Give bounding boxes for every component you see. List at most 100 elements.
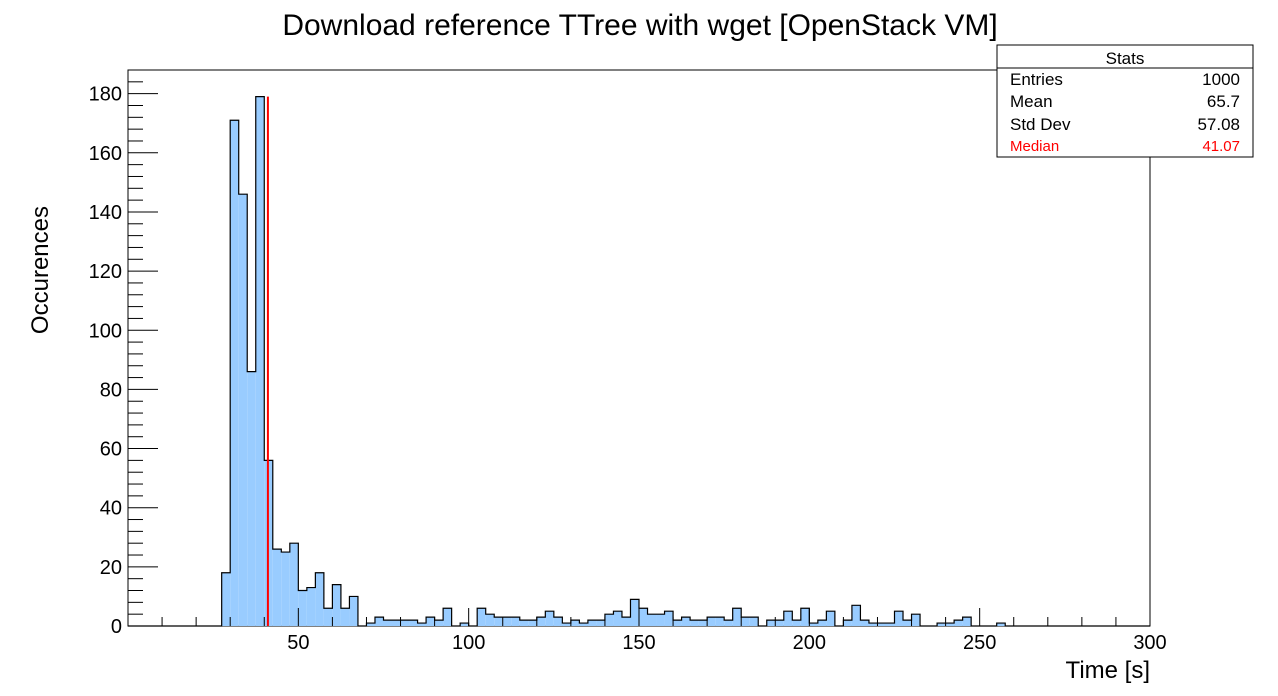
histogram-bar xyxy=(800,608,810,626)
histogram-bar xyxy=(400,620,410,626)
chart-title: Download reference TTree with wget [Open… xyxy=(282,9,997,42)
histogram-bar xyxy=(247,371,256,626)
histogram-bar xyxy=(817,620,827,626)
histogram-bar xyxy=(383,620,393,626)
histogram-bar xyxy=(315,572,324,626)
histogram-bar xyxy=(349,596,358,626)
histogram-bar xyxy=(323,608,333,626)
y-tick-label: 0 xyxy=(111,616,122,638)
x-tick-label: 150 xyxy=(622,632,655,654)
y-axis-title: Occurences xyxy=(27,206,54,334)
histogram-bar xyxy=(681,617,691,626)
histogram-bar xyxy=(843,620,852,626)
stats-entries-label: Entries xyxy=(1010,70,1063,89)
y-tick-label: 120 xyxy=(89,261,122,283)
histogram-bar xyxy=(443,608,452,626)
histogram-bar xyxy=(255,96,265,627)
histogram-bar xyxy=(937,623,946,626)
histogram-bar xyxy=(545,611,554,626)
histogram-bar xyxy=(724,620,733,626)
histogram-bar xyxy=(272,549,282,626)
histogram-bar xyxy=(656,614,665,626)
histogram-bar xyxy=(528,620,537,626)
stats-mean-value: 65.7 xyxy=(1207,92,1240,111)
histogram-bar xyxy=(894,611,904,626)
histogram-bar xyxy=(903,620,912,626)
x-tick-label: 200 xyxy=(793,632,826,654)
stats-box: Stats Entries 1000 Mean 65.7 Std Dev 57.… xyxy=(996,44,1254,158)
stats-mean-label: Mean xyxy=(1010,92,1053,111)
histogram-bar xyxy=(553,617,563,626)
histogram-bar xyxy=(715,617,725,626)
histogram-bar xyxy=(230,120,239,626)
histogram-bar xyxy=(587,620,597,626)
stats-box-frame xyxy=(996,44,1254,158)
histogram-bar xyxy=(639,608,648,626)
histogram-bar xyxy=(604,614,614,626)
histogram-bar xyxy=(954,620,963,626)
histogram-bar xyxy=(494,617,503,626)
histogram-bar xyxy=(630,599,639,626)
x-tick-label: 300 xyxy=(1133,632,1166,654)
histogram-bar xyxy=(392,620,401,626)
histogram-bar xyxy=(485,614,495,626)
histogram-bar xyxy=(374,617,384,626)
stats-stddev-value: 57.08 xyxy=(1197,115,1240,134)
histogram-bar xyxy=(409,620,418,626)
histogram-bar xyxy=(809,623,818,626)
stats-median-value: 41.07 xyxy=(1202,138,1240,155)
histogram-bar xyxy=(664,611,674,626)
y-tick-label: 140 xyxy=(89,202,122,224)
histogram-bar xyxy=(945,623,955,626)
stats-median-label: Median xyxy=(1010,138,1059,155)
y-tick-label: 100 xyxy=(89,320,122,342)
histogram-bar xyxy=(519,620,529,626)
histogram-bar xyxy=(868,623,878,626)
x-tick-label: 50 xyxy=(287,632,309,654)
y-tick-label: 160 xyxy=(89,143,122,165)
histogram-bar xyxy=(749,617,759,626)
histogram-bar xyxy=(792,620,801,626)
histogram-bar xyxy=(673,620,682,626)
histogram-bar xyxy=(579,623,588,626)
histogram-bar xyxy=(775,620,784,626)
y-tick-label: 60 xyxy=(100,439,122,461)
histogram-bar xyxy=(340,608,350,626)
histogram-bar xyxy=(502,617,512,626)
histogram-bar xyxy=(766,620,776,626)
histogram-bar xyxy=(281,552,290,626)
histogram-bar xyxy=(289,543,299,626)
histogram-bar xyxy=(783,611,793,626)
stats-header: Stats xyxy=(1106,49,1145,68)
histogram-bar xyxy=(570,620,580,626)
histogram-bar xyxy=(366,623,375,626)
histogram-bar xyxy=(613,611,622,626)
histogram-bar xyxy=(911,614,921,626)
x-axis-ticks: 50 100 150 200 250 300 xyxy=(161,608,1167,654)
histogram-bar xyxy=(511,617,520,626)
y-axis-ticks: 0 20 40 60 80 100 120 140 160 180 xyxy=(89,81,158,638)
histogram-bar xyxy=(707,617,716,626)
histogram-bars xyxy=(221,96,1006,627)
histogram-bar xyxy=(826,611,835,626)
histogram-bar xyxy=(698,620,708,626)
histogram-bar xyxy=(221,572,231,626)
x-tick-label: 250 xyxy=(963,632,996,654)
histogram-bar xyxy=(732,608,742,626)
y-tick-label: 20 xyxy=(100,557,122,579)
histogram-bar xyxy=(417,623,427,626)
histogram-bar xyxy=(536,617,546,626)
y-tick-label: 180 xyxy=(89,84,122,106)
stats-entries-value: 1000 xyxy=(1202,70,1240,89)
histogram-bar xyxy=(741,617,750,626)
histogram-bar xyxy=(647,614,657,626)
histogram-bar xyxy=(298,590,307,626)
x-axis-title: Time [s] xyxy=(1066,657,1150,684)
histogram-bar xyxy=(426,617,435,626)
y-tick-label: 40 xyxy=(100,498,122,520)
histogram-bar xyxy=(690,620,699,626)
histogram-bar xyxy=(477,608,486,626)
x-tick-label: 100 xyxy=(452,632,485,654)
histogram-outline xyxy=(128,96,1150,627)
